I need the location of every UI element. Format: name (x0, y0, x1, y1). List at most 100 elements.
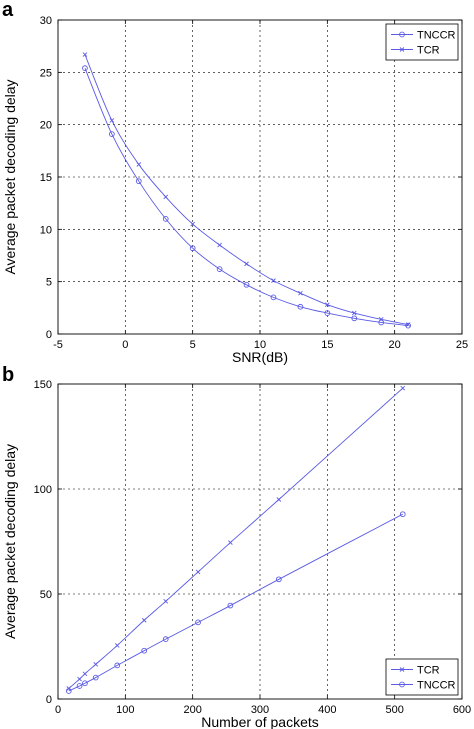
series-line-tcr (84, 54, 409, 326)
data-point-tcr (77, 676, 82, 682)
data-point-tcr (276, 497, 282, 502)
y-tick-label: 10 (40, 224, 52, 236)
data-point-tcr (82, 52, 88, 57)
legend-label: TCR (417, 665, 440, 677)
data-point-tnccr (114, 662, 121, 669)
y-tick-label: 25 (40, 67, 52, 79)
data-point-tnccr (216, 266, 223, 272)
legend: TCR TNCCR (385, 658, 459, 696)
x-tick-label: 20 (389, 339, 401, 351)
x-axis-label: SNR(dB) (232, 349, 288, 365)
marker-stroke (163, 194, 169, 200)
panel-label: a (2, 0, 14, 21)
data-point-tnccr (195, 619, 201, 626)
legend-box (385, 658, 459, 696)
x-tick-label: -5 (53, 339, 63, 351)
x-tick-label: 200 (183, 704, 201, 716)
x-tick-label: 600 (453, 704, 471, 716)
data-point-tnccr (270, 294, 277, 301)
y-tick-label: 15 (40, 172, 52, 184)
marker-stroke (109, 118, 115, 123)
legend-label: TNCCR (417, 680, 456, 692)
marker-stroke (77, 676, 82, 682)
legend-item-tnccr: TNCCR (391, 680, 456, 692)
y-tick-label: 0 (46, 329, 52, 341)
y-tick-label: 30 (40, 15, 52, 27)
marker-stroke (276, 497, 282, 502)
marker-stroke (325, 302, 330, 308)
data-point-tcr (244, 261, 249, 267)
series-line-tnccr (68, 513, 403, 692)
data-point-tnccr (399, 511, 406, 518)
data-point-tnccr (297, 303, 304, 310)
legend-box (385, 23, 459, 61)
data-point-tcr (163, 599, 169, 604)
data-point-tnccr (227, 602, 234, 609)
data-point-tcr (82, 671, 88, 677)
marker-stroke (351, 310, 357, 316)
data-point-tcr (217, 242, 222, 248)
data-point-tcr (325, 302, 330, 308)
y-axis-label: Average packet decoding delay (2, 444, 18, 639)
data-point-tnccr (82, 680, 88, 687)
panel-label: b (2, 364, 14, 386)
y-axis-label: Average packet decoding delay (2, 79, 18, 274)
marker-stroke (217, 242, 222, 248)
x-tick-label: 400 (318, 704, 336, 716)
y-tick-label: 150 (34, 379, 52, 391)
data-point-tnccr (243, 281, 250, 288)
marker-stroke (114, 643, 120, 648)
series-tnccr (65, 511, 406, 694)
legend-label: TCR (417, 45, 440, 57)
x-tick-label: 0 (55, 704, 61, 716)
marker-stroke (82, 52, 88, 57)
x-tick-label: 15 (321, 339, 333, 351)
x-tick-label: 10 (254, 339, 266, 351)
marker-stroke (141, 617, 147, 623)
y-tick-label: 0 (46, 694, 52, 706)
y-tick-label: 50 (40, 589, 52, 601)
marker-stroke (298, 290, 303, 296)
data-point-tcr (109, 118, 115, 123)
legend-marker (399, 31, 405, 38)
data-point-tnccr (162, 636, 169, 643)
x-tick-label: 0 (122, 339, 128, 351)
data-point-tnccr (76, 683, 83, 689)
data-point-tnccr (92, 674, 99, 681)
marker-stroke (244, 261, 249, 267)
data-point-tnccr (135, 178, 142, 185)
legend-item-tcr: TCR (391, 45, 440, 57)
plot-frame (57, 383, 463, 700)
chart-panel-a: a-5 0 5 10 15 20 25051015202530SNR(dB)Average … (2, 0, 468, 365)
data-point-tnccr (82, 65, 88, 71)
data-point-tcr (114, 643, 120, 648)
legend-marker (399, 681, 405, 688)
legend-marker (399, 667, 405, 672)
data-point-tcr (136, 162, 142, 167)
data-point-tcr (190, 221, 195, 227)
data-point-tcr (195, 569, 201, 575)
marker-stroke (400, 385, 406, 391)
marker-stroke (405, 322, 411, 327)
marker-stroke (399, 667, 405, 672)
marker-stroke (399, 47, 405, 52)
series-line-tnccr (84, 67, 409, 327)
series-tcr (82, 52, 411, 327)
marker-stroke (271, 278, 276, 283)
y-tick-label: 5 (46, 277, 52, 289)
series-tcr (66, 385, 406, 691)
data-point-tnccr (109, 131, 115, 137)
y-tick-label: 100 (34, 484, 52, 496)
data-point-tcr (271, 278, 276, 283)
data-point-tnccr (276, 576, 282, 583)
data-point-tcr (351, 310, 357, 316)
marker-stroke (93, 662, 99, 667)
x-tick-label: 5 (190, 339, 196, 351)
data-point-tcr (228, 540, 233, 545)
data-point-tcr (141, 617, 147, 623)
marker-stroke (163, 599, 169, 604)
data-point-tcr (163, 194, 169, 200)
series-tnccr (82, 65, 411, 329)
marker-stroke (195, 569, 201, 575)
